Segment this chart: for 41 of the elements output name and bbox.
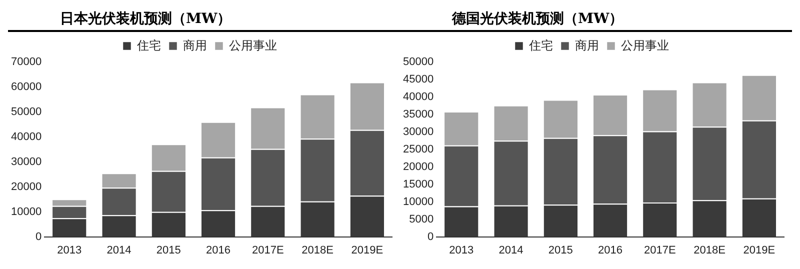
legend-label: 公用事业 — [621, 38, 669, 52]
x-tick-label: 2013 — [449, 244, 474, 256]
y-tick-label: 15000 — [402, 178, 434, 190]
y-tick-label: 25000 — [402, 143, 434, 156]
legend-label: 住宅 — [136, 38, 161, 52]
x-tick-label: 2013 — [57, 244, 82, 256]
chart-title: 日本光伏装机预测（MW） — [8, 8, 400, 32]
y-tick-label: 5000 — [409, 213, 434, 226]
x-tick-label: 2018E — [694, 244, 726, 256]
x-tick-label: 2016 — [598, 244, 623, 256]
x-tick-label: 2016 — [206, 244, 231, 256]
legend-label: 住宅 — [528, 38, 553, 52]
y-tick-label: 20000 — [10, 180, 42, 193]
y-tick-label: 30000 — [402, 126, 434, 138]
x-tick-label: 2019E — [351, 244, 384, 256]
y-tick-label: 10000 — [10, 206, 42, 218]
y-tick-label: 45000 — [402, 74, 434, 86]
legend-label: 商用 — [183, 38, 207, 52]
y-tick-label: 60000 — [10, 81, 42, 94]
x-tick-label: 2015 — [548, 244, 573, 256]
legend-label: 公用事业 — [229, 38, 277, 52]
y-tick-label: 40000 — [10, 130, 42, 143]
x-tick-label: 2015 — [156, 244, 181, 256]
y-tick-label: 35000 — [402, 108, 434, 120]
legend-label: 商用 — [575, 38, 599, 52]
x-tick-label: 2017E — [644, 244, 676, 256]
y-tick-label: 40000 — [402, 90, 434, 103]
y-tick-label: 50000 — [10, 106, 42, 118]
chart-title: 德国光伏装机预测（MW） — [400, 8, 792, 32]
x-tick-label: 2014 — [498, 244, 524, 256]
x-tick-label: 2014 — [106, 244, 132, 256]
x-tick-label: 2017E — [252, 244, 284, 256]
y-tick-label: 0 — [427, 230, 434, 243]
y-tick-label: 50000 — [402, 56, 434, 68]
y-tick-label: 0 — [35, 230, 42, 243]
y-tick-label: 10000 — [402, 196, 434, 208]
y-tick-label: 70000 — [10, 56, 42, 68]
y-tick-label: 30000 — [10, 156, 42, 168]
x-tick-label: 2018E — [302, 244, 334, 256]
y-tick-label: 20000 — [402, 160, 434, 173]
x-tick-label: 2019E — [743, 244, 776, 256]
